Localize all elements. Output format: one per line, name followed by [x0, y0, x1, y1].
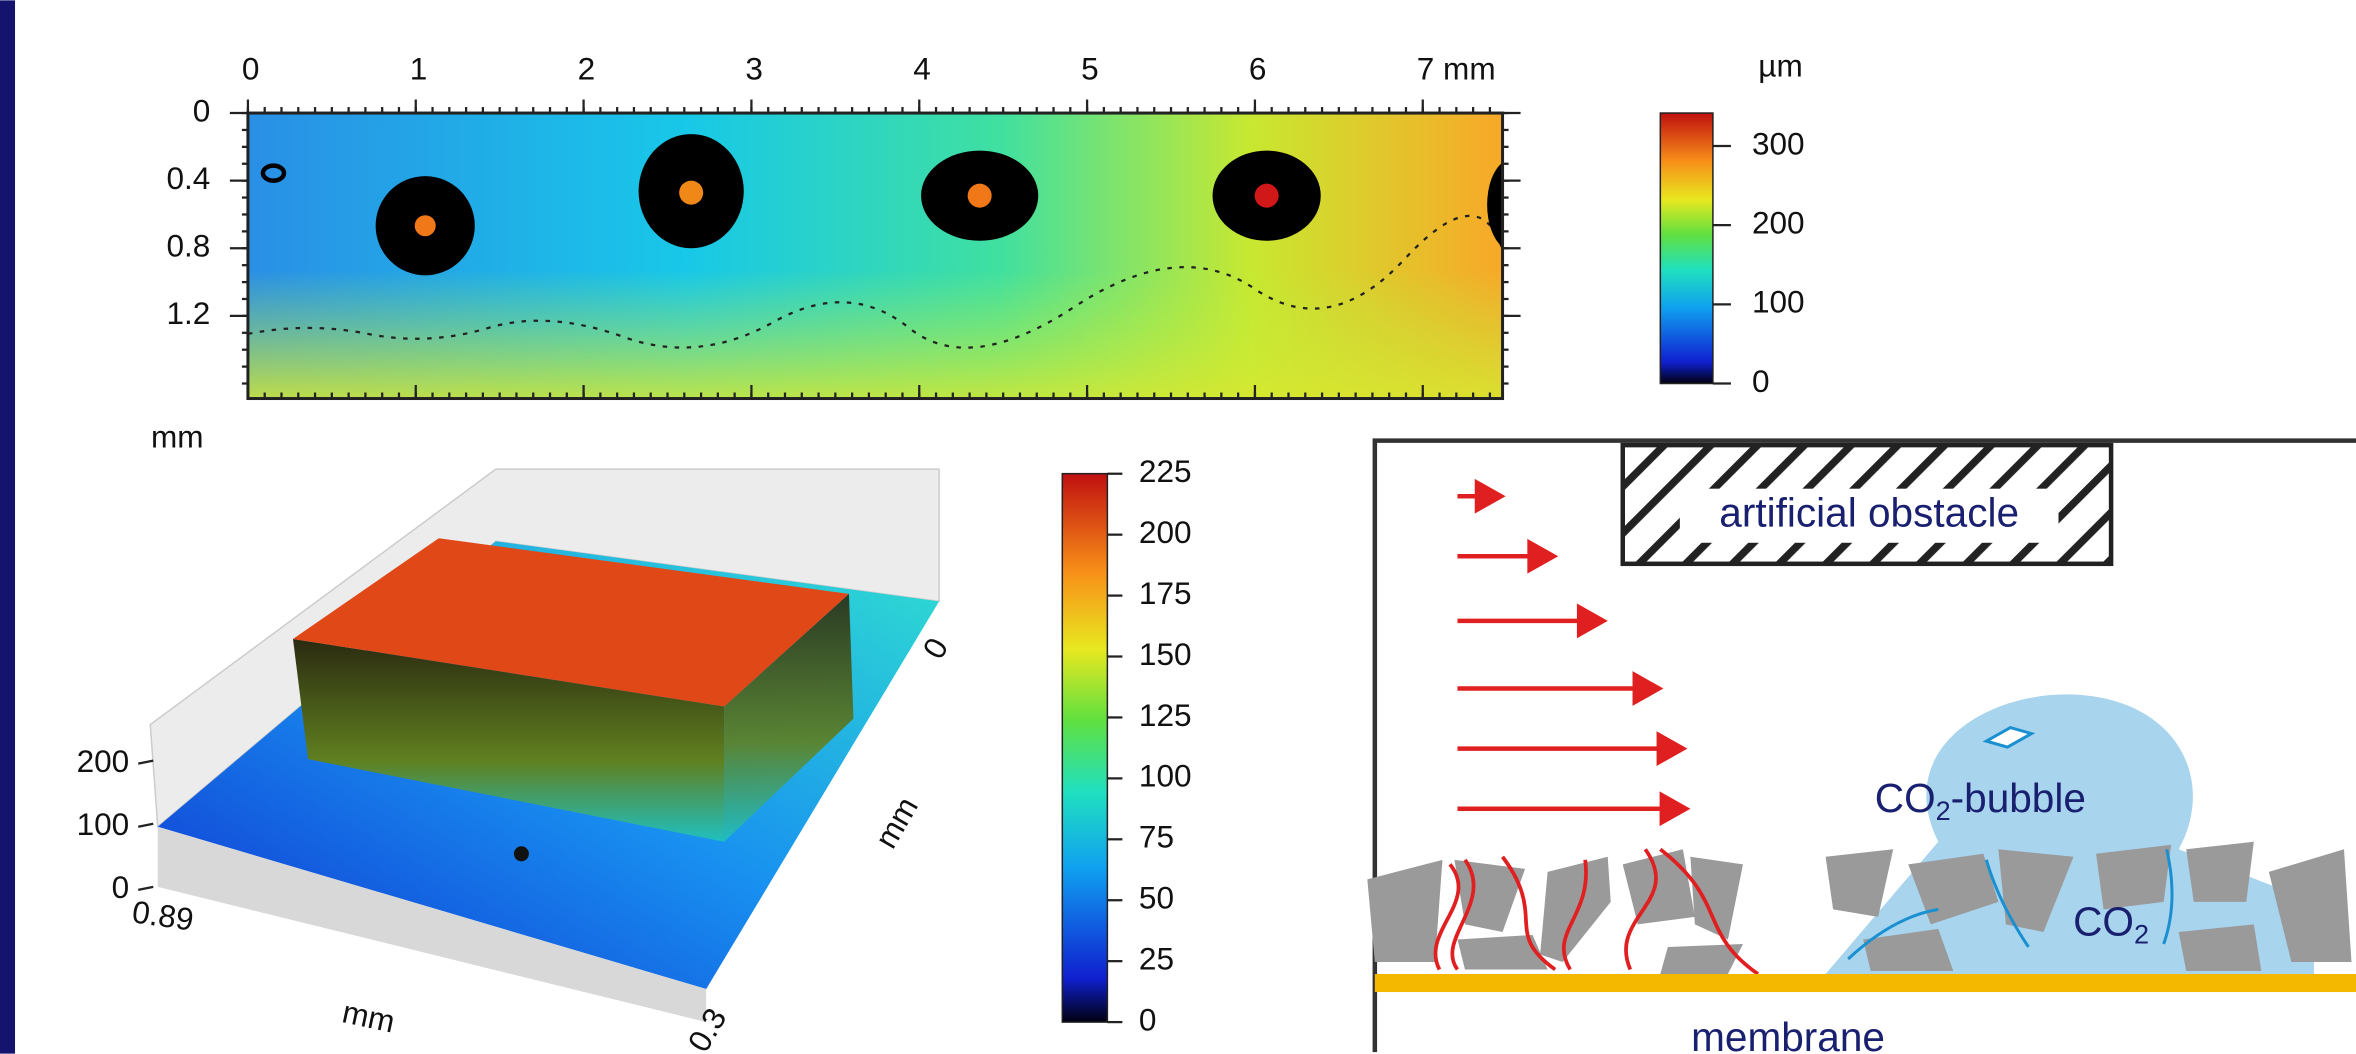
gas-subscript: 2 — [2134, 920, 2149, 950]
speck — [514, 846, 529, 861]
x-tick-label: 0 — [242, 50, 260, 86]
z-tick — [138, 824, 153, 827]
colorbar-3d-tick-label: 50 — [1139, 880, 1174, 916]
z-tick — [138, 761, 153, 764]
x-tick-label: 1 — [410, 50, 428, 86]
z-tick-label: 0 — [112, 869, 130, 905]
colorbar-3d-tick-label: 150 — [1139, 636, 1192, 672]
y-tick-label: 0 — [193, 92, 211, 128]
colorbar-3d-tick-label: 200 — [1139, 514, 1192, 550]
colorbar-3d-tick-label: 125 — [1139, 697, 1192, 733]
colorbar-3d — [1062, 474, 1107, 1022]
y-tick-label: 0.4 — [166, 160, 210, 196]
bubble-suffix: -bubble — [1951, 775, 2086, 821]
z-tick-label: 200 — [77, 743, 130, 779]
x-tick-label: 6 — [1249, 50, 1267, 86]
colorbar-3d-tick-label: 225 — [1139, 453, 1192, 489]
colorbar-unit: µm — [1758, 47, 1802, 83]
y-unit: mm — [151, 418, 204, 454]
membrane — [1375, 974, 2356, 992]
x-tick-label: 3 — [745, 50, 763, 86]
frame-edge — [0, 0, 15, 1053]
z-tick-label: 100 — [77, 806, 130, 842]
y-start: 0 — [915, 632, 955, 665]
x-tick-label: 4 — [913, 50, 931, 86]
x-tick-label: 2 — [578, 50, 596, 86]
z-tick — [138, 887, 153, 890]
colorbar — [1660, 113, 1713, 383]
y-axis-label: mm — [867, 791, 924, 855]
x-tick-label: 5 — [1081, 50, 1099, 86]
y-tick-label: 1.2 — [166, 295, 210, 331]
y-tick-label: 0.8 — [166, 228, 210, 264]
figure: mm µm mm mm 0.89 0 0.3 artificial obstac… — [0, 0, 2356, 1054]
colorbar-3d-tick-label: 25 — [1139, 940, 1174, 976]
colorbar-tick-label: 300 — [1752, 125, 1805, 161]
bubble-prefix: CO — [1875, 775, 1936, 821]
x-start: 0.89 — [130, 893, 196, 937]
membrane-label: membrane — [1691, 1014, 1885, 1054]
gas-prefix: CO — [2073, 898, 2134, 944]
colorbar-tick-label: 0 — [1752, 363, 1770, 399]
bubble-subscript: 2 — [1936, 796, 1951, 826]
colorbar-tick-label: 200 — [1752, 204, 1805, 240]
bubble-label: CO2-bubble — [1875, 775, 2086, 826]
x-axis-label: mm — [339, 993, 398, 1039]
colorbar-tick-label: 100 — [1752, 284, 1805, 320]
colorbar-3d-tick-label: 75 — [1139, 819, 1174, 855]
colorbar-3d-tick-label: 0 — [1139, 1001, 1157, 1037]
colorbar-3d-tick-label: 175 — [1139, 575, 1192, 611]
obstacle-label: artificial obstacle — [1719, 489, 2019, 535]
colorbar-3d-tick-label: 100 — [1139, 758, 1192, 794]
x-tick-label: 7 mm — [1417, 50, 1496, 86]
